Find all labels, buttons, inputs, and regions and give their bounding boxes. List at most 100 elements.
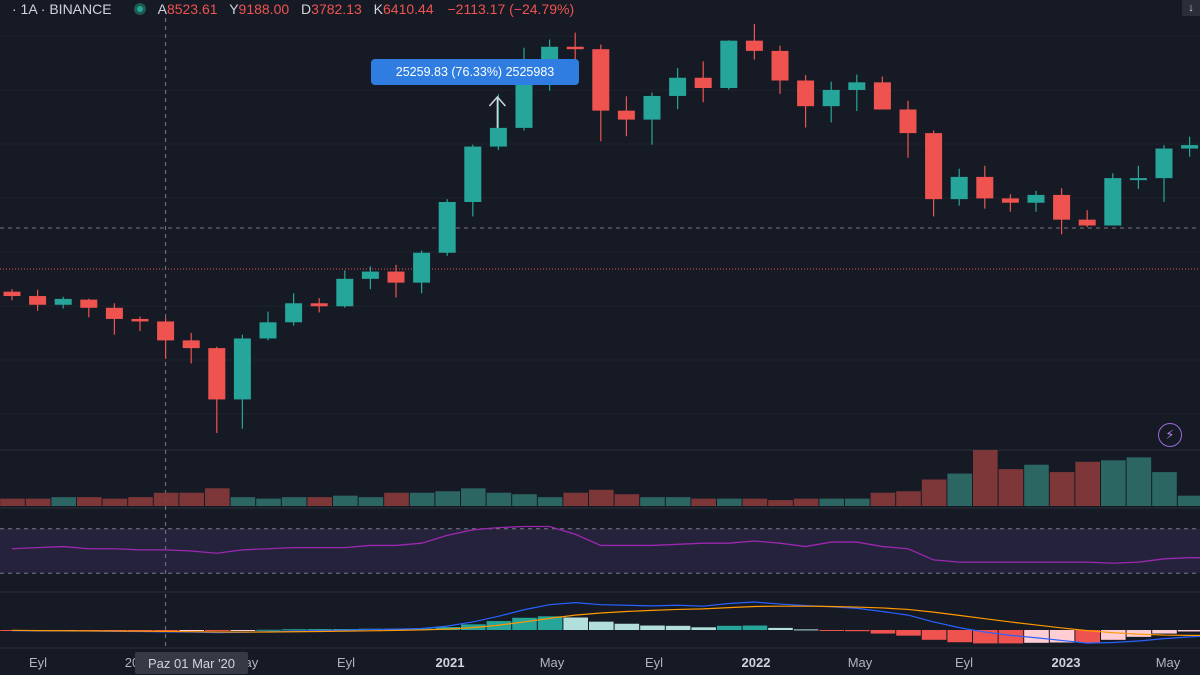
- volume-bar: [230, 497, 256, 506]
- candle-body: [745, 40, 763, 51]
- rsi-band: [0, 528, 1200, 574]
- macd-histogram-bar: [333, 629, 358, 631]
- volume-bar: [1152, 472, 1177, 506]
- time-axis-label: May: [1155, 655, 1181, 670]
- macd-histogram-bar: [1024, 630, 1049, 643]
- symbol-label[interactable]: · 1A · BINANCE: [12, 1, 112, 17]
- change-value: −2113.17 (−24.79%): [447, 1, 575, 17]
- volume-bar: [563, 492, 588, 506]
- volume-bar: [1177, 495, 1200, 506]
- volume-bar: [921, 479, 947, 506]
- volume-bar: [256, 498, 281, 506]
- volume-bar: [1049, 472, 1075, 506]
- volume-bar: [589, 489, 614, 506]
- volume-bar: [461, 488, 486, 506]
- candle-body: [515, 84, 533, 128]
- candle-body: [694, 77, 712, 89]
- time-axis-label: 2021: [435, 655, 465, 670]
- macd-histogram-bar: [128, 630, 153, 631]
- macd-histogram-bar: [179, 630, 204, 631]
- time-axis-label: May: [539, 655, 565, 670]
- low-value: 3782.13: [311, 1, 362, 17]
- signal-line: [11, 605, 1200, 636]
- low-key: D: [301, 1, 312, 17]
- open-key: A: [157, 1, 167, 17]
- close-value: 6410.44: [383, 1, 434, 17]
- volume-bar: [384, 492, 409, 506]
- volume-bar: [512, 494, 537, 506]
- time-axis-label: Eyl: [644, 655, 664, 670]
- candle-body: [336, 278, 354, 307]
- volume-bar: [51, 497, 76, 506]
- volume-bar: [742, 498, 768, 506]
- candle-body: [413, 252, 431, 283]
- candle-body: [873, 82, 891, 110]
- volume-bar: [153, 492, 179, 506]
- candle-body: [182, 340, 200, 349]
- candle-body: [157, 321, 175, 341]
- candle-body: [643, 95, 661, 120]
- volume-bar: [947, 473, 972, 506]
- macd-histogram-bar: [589, 621, 614, 630]
- volume-bar: [205, 488, 230, 506]
- macd-histogram-bar: [742, 625, 768, 630]
- volume-bar: [77, 497, 102, 506]
- candle-body: [592, 49, 610, 111]
- candle-body: [208, 348, 226, 400]
- macd-histogram-bar: [819, 630, 844, 631]
- candle-body: [848, 82, 866, 90]
- legend: · 1A · BINANCE A8523.61 Y9188.00 D3782.1…: [0, 0, 574, 18]
- candle-body: [80, 299, 98, 308]
- candle-body: [797, 80, 815, 107]
- high-key: Y: [229, 1, 239, 17]
- volume-bar: [614, 494, 640, 506]
- time-axis-label: 2022: [741, 655, 771, 670]
- candle-body: [464, 146, 482, 202]
- flash-icon[interactable]: ⚡: [1158, 423, 1182, 447]
- volume-bar: [537, 497, 563, 506]
- open-value: 8523.61: [166, 1, 218, 17]
- macd-histogram-bar: [947, 630, 972, 643]
- macd-histogram-bar: [153, 630, 179, 631]
- macd-histogram-bar: [665, 625, 691, 630]
- volume-bar: [435, 491, 460, 506]
- candle-body: [1104, 178, 1122, 226]
- macd-histogram-bar: [845, 630, 870, 632]
- macd-histogram-bar: [1152, 630, 1177, 634]
- volume-bar: [1075, 461, 1100, 506]
- candle-body: [387, 271, 405, 283]
- candle-body: [771, 50, 789, 81]
- candle-body: [29, 296, 47, 305]
- candle-body: [1129, 178, 1147, 181]
- volume-bar: [1024, 464, 1049, 506]
- macd-histogram-bar: [563, 617, 588, 630]
- macd-histogram-bar: [793, 629, 819, 631]
- volume-bar: [333, 495, 358, 506]
- candle-body: [976, 176, 994, 199]
- volume-bar: [409, 492, 435, 506]
- candle-body: [1001, 198, 1019, 203]
- macd-histogram-bar: [512, 617, 537, 630]
- collapse-arrow-icon[interactable]: ↓: [1182, 0, 1200, 16]
- volume-bar: [281, 497, 307, 506]
- time-axis-label: 2023: [1051, 655, 1081, 670]
- market-status-icon: [133, 3, 146, 15]
- volume-bar: [0, 498, 25, 506]
- candle-body: [1027, 194, 1045, 203]
- volume-bar: [128, 497, 153, 506]
- candle-body: [720, 40, 738, 89]
- macd-histogram-bar: [409, 628, 435, 630]
- macd-histogram-bar: [1177, 630, 1200, 632]
- candle-body: [1155, 148, 1173, 179]
- volume-bar: [819, 498, 844, 506]
- price-range-label[interactable]: 25259.83 (76.33%) 2525983: [371, 59, 579, 85]
- volume-bar: [102, 498, 128, 506]
- time-axis-label: Eyl: [336, 655, 356, 670]
- candle-body: [566, 46, 584, 50]
- candle-body: [617, 110, 635, 120]
- candle-body: [950, 176, 968, 200]
- volume-bar: [25, 498, 51, 506]
- volume-bar: [1101, 460, 1126, 506]
- candle-body: [285, 303, 303, 323]
